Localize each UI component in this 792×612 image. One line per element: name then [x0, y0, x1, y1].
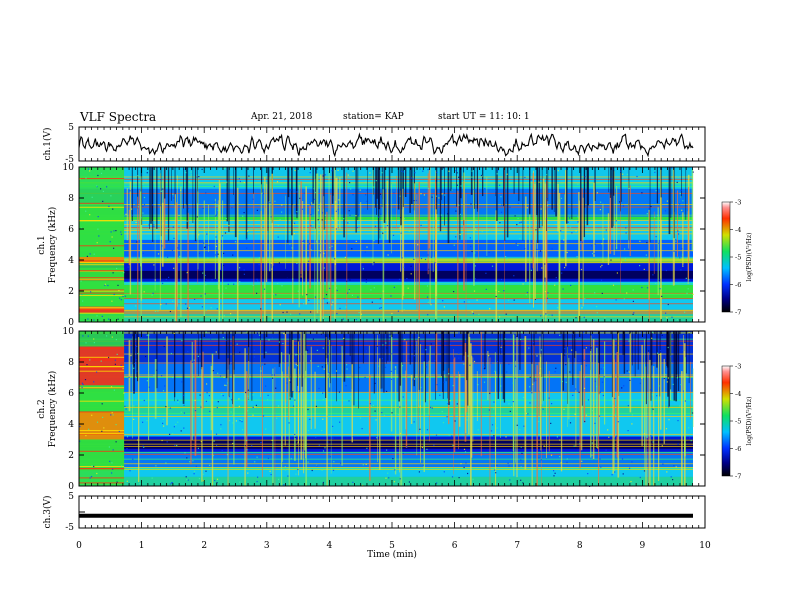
ch1-ytick-top: 5	[68, 123, 74, 133]
ch2-freq-label: Frequency (kHz)	[47, 371, 58, 448]
date-label: Apr. 21, 2018	[251, 112, 313, 122]
ch2-spectrogram-panel: 0 2 4 6 8 10 ch.2 Frequency (kHz)	[37, 327, 706, 492]
spectrogram-ytick: 8	[68, 194, 74, 204]
spectrogram-ytick: 4	[68, 256, 74, 266]
x-tick-label: 7	[514, 541, 520, 551]
x-tick-label: 4	[327, 541, 333, 551]
x-tick-label: 10	[699, 541, 711, 551]
ch3-panel: 5 -5 ch.3(V)	[42, 492, 706, 533]
ch1-colorbar-scale	[721, 201, 731, 313]
ch2-colorbar-label: log(PSD)(V²/Hz)	[746, 397, 753, 446]
ch1-panel-label: ch.1	[37, 235, 47, 254]
chart-title: VLF Spectra	[80, 110, 157, 124]
colorbar-tick: -5	[735, 254, 741, 262]
ch1-waveform-line	[78, 132, 694, 158]
x-tick-label: 0	[76, 541, 82, 551]
x-tick-label: 9	[640, 541, 646, 551]
spectrogram-ytick: 10	[63, 163, 75, 173]
spectrogram-ytick: 0	[68, 482, 74, 492]
colorbar-tick: -4	[735, 390, 741, 398]
colorbar-tick: -5	[735, 418, 741, 426]
ch3-ytick-top: 5	[68, 492, 74, 502]
ch2-spectrogram-image	[79, 331, 694, 487]
colorbar-tick: -4	[735, 226, 741, 234]
x-tick-label: 6	[452, 541, 458, 551]
ch3-ytick-bottom: -5	[65, 523, 74, 533]
x-tick-label: 1	[139, 541, 145, 551]
spectrogram-ytick: 6	[68, 225, 74, 235]
x-axis-label: Time (min)	[367, 549, 417, 560]
colorbar-tick: -3	[735, 363, 741, 371]
ch2-panel-label: ch.2	[37, 399, 47, 418]
ch1-freq-label: Frequency (kHz)	[47, 207, 58, 284]
ch1-spectrogram-image	[79, 167, 694, 323]
time-axis: 0 1 2 3 4 5 6 7 8 9 10	[76, 127, 711, 551]
ch1-colorbar-label: log(PSD)(V²/Hz)	[746, 233, 753, 282]
ch1-ylabel: ch.1(V)	[42, 128, 53, 161]
spectrogram-ytick: 6	[68, 389, 74, 399]
spectrogram-ytick: 0	[68, 318, 74, 328]
colorbar-tick: -7	[735, 473, 741, 481]
ch1-spectrogram-panel: 0 2 4 6 8 10 ch.1 Frequency (kHz)	[37, 163, 706, 328]
ch2-colorbar-scale	[721, 365, 731, 477]
x-tick-label: 8	[577, 541, 583, 551]
x-tick-label: 2	[201, 541, 207, 551]
spectrogram-ytick: 4	[68, 420, 74, 430]
ch1-ytick-bottom: -5	[65, 155, 74, 165]
colorbar-tick: -7	[735, 309, 741, 317]
spectrogram-ytick: 2	[68, 451, 74, 461]
ch3-ylabel: ch.3(V)	[42, 496, 53, 529]
spectrogram-ytick: 10	[63, 327, 75, 337]
station-label: station= KAP	[343, 112, 404, 122]
spectrogram-ytick: 2	[68, 287, 74, 297]
x-tick-label: 5	[389, 541, 395, 551]
spectrogram-ytick: 8	[68, 358, 74, 368]
colorbar-tick: -3	[735, 199, 741, 207]
ch2-colorbar: -3 -4 -5 -6 -7 log(PSD)(V²/Hz)	[721, 363, 753, 481]
ch1-colorbar: -3 -4 -5 -6 -7 log(PSD)(V²/Hz)	[721, 199, 753, 317]
colorbar-tick: -6	[735, 281, 741, 289]
colorbar-tick: -6	[735, 445, 741, 453]
x-tick-label: 3	[264, 541, 270, 551]
start-time-label: start UT = 11: 10: 1	[438, 112, 530, 122]
